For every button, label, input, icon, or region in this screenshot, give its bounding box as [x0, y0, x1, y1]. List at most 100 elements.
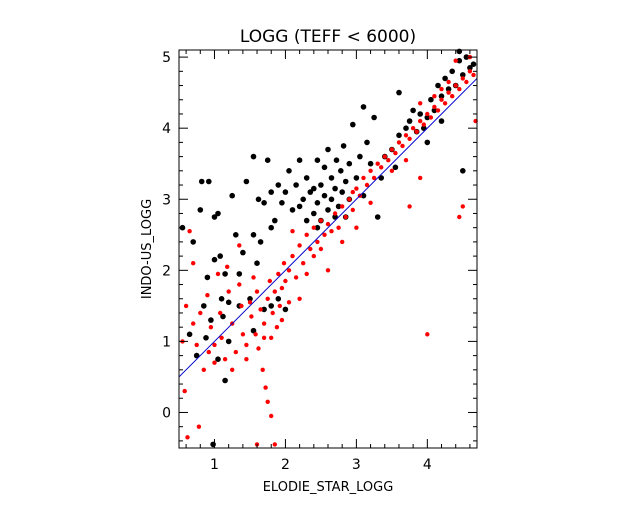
data-point: [279, 317, 285, 323]
data-point: [222, 357, 228, 362]
data-point: [470, 61, 477, 67]
data-point: [204, 274, 211, 281]
data-point: [240, 332, 246, 337]
data-point: [244, 342, 249, 348]
data-point: [457, 214, 462, 220]
data-point: [435, 82, 441, 89]
data-point: [396, 140, 402, 145]
data-point: [382, 154, 387, 159]
data-point: [237, 243, 242, 248]
x-axis-label: ELODIE_STAR_LOGG: [263, 480, 394, 495]
data-point: [378, 175, 385, 181]
data-point: [328, 175, 335, 181]
data-point: [421, 122, 426, 127]
data-point: [457, 86, 462, 92]
data-point: [392, 164, 399, 171]
data-point: [220, 313, 226, 320]
y-tick-label: 4: [162, 121, 171, 137]
data-point: [428, 115, 434, 120]
data-point: [431, 107, 438, 114]
data-point: [314, 157, 321, 163]
y-tick-label: 1: [162, 334, 171, 350]
data-point: [237, 282, 242, 287]
data-point: [290, 229, 295, 234]
data-point: [322, 232, 327, 237]
data-point: [311, 225, 316, 230]
data-point: [347, 197, 352, 202]
data-point: [196, 424, 202, 429]
data-point: [201, 303, 207, 309]
data-point: [215, 356, 221, 363]
data-point: [236, 271, 243, 277]
data-point: [279, 285, 285, 291]
data-point: [450, 94, 455, 99]
data-point: [190, 239, 196, 245]
data-point: [335, 203, 342, 210]
data-point: [267, 278, 272, 284]
data-point: [257, 239, 264, 245]
data-point: [314, 200, 321, 206]
data-point: [421, 125, 427, 131]
data-point: [276, 271, 281, 277]
data-point: [417, 111, 424, 117]
y-tick-label: 2: [162, 263, 171, 279]
data-point: [453, 83, 458, 88]
data-point: [350, 189, 355, 195]
data-point: [253, 332, 258, 337]
data-point: [410, 107, 416, 114]
data-point: [410, 126, 416, 131]
data-point: [296, 157, 303, 163]
data-point: [279, 200, 285, 206]
data-point: [268, 189, 275, 195]
data-point: [293, 182, 299, 188]
data-point: [250, 232, 257, 238]
data-point: [460, 204, 465, 209]
data-point: [314, 224, 321, 231]
data-point: [438, 118, 445, 124]
data-point: [318, 218, 324, 223]
data-point: [453, 58, 458, 63]
data-point: [243, 178, 250, 185]
data-point: [265, 296, 270, 301]
data-point: [261, 306, 267, 313]
data-point: [357, 153, 363, 160]
data-point: [239, 303, 244, 309]
data-point: [301, 261, 306, 266]
data-point: [445, 86, 452, 92]
data-point: [414, 129, 419, 134]
data-point: [208, 325, 214, 330]
data-point: [340, 239, 345, 245]
data-point: [215, 271, 221, 277]
data-point: [471, 72, 476, 78]
data-point: [258, 307, 263, 312]
data-point: [460, 72, 466, 78]
data-point: [321, 164, 328, 171]
data-point: [183, 303, 189, 309]
data-point: [325, 207, 331, 213]
data-point: [240, 249, 246, 256]
data-point: [424, 114, 431, 121]
data-point: [275, 296, 282, 302]
data-point: [308, 246, 313, 252]
data-point: [255, 196, 262, 203]
data-point: [435, 108, 441, 113]
data-point: [197, 207, 204, 213]
data-point: [389, 147, 395, 152]
data-point: [244, 357, 249, 362]
x-tick-label: 3: [352, 457, 361, 473]
data-point: [403, 158, 409, 163]
data-point: [211, 256, 218, 263]
data-point: [418, 118, 423, 124]
data-point: [300, 196, 307, 203]
data-point: [233, 232, 239, 238]
data-point: [222, 377, 228, 384]
data-point: [425, 111, 430, 117]
data-point: [464, 79, 469, 85]
data-point: [251, 275, 256, 280]
data-point: [407, 136, 412, 141]
data-point: [218, 310, 223, 316]
data-point: [286, 268, 292, 273]
data-point: [247, 300, 253, 305]
data-point: [249, 314, 254, 319]
